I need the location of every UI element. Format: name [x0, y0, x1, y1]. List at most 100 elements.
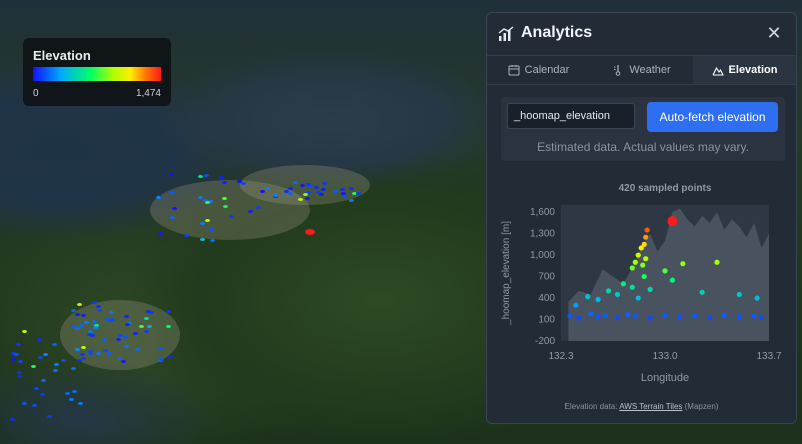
data-point — [754, 295, 760, 301]
map-point — [94, 324, 100, 328]
map-point — [318, 193, 324, 197]
data-point — [692, 313, 698, 319]
map-point — [228, 214, 234, 218]
map-point — [209, 239, 215, 243]
map-point — [166, 325, 172, 329]
map-point — [102, 338, 108, 342]
map-point — [170, 216, 176, 220]
map-point — [122, 335, 128, 339]
data-point — [567, 313, 573, 319]
map-point — [46, 414, 52, 418]
data-point — [641, 273, 647, 280]
map-point — [172, 206, 177, 210]
map-point — [120, 359, 126, 363]
map-point — [93, 326, 99, 330]
map-peak-point — [305, 229, 315, 235]
map-point — [60, 358, 66, 362]
map-point — [168, 172, 174, 176]
map-point — [10, 418, 16, 422]
map-point — [260, 189, 265, 193]
peak-point — [667, 216, 678, 227]
auto-fetch-elevation-button[interactable]: Auto-fetch elevation — [647, 102, 778, 132]
map-point — [135, 347, 141, 351]
map-point — [342, 194, 348, 198]
map-point — [356, 192, 362, 196]
aws-terrain-link[interactable]: AWS Terrain Tiles — [619, 402, 683, 411]
map-point — [284, 190, 290, 194]
y-tick-label: 1,600 — [530, 207, 555, 218]
map-point — [64, 392, 70, 396]
map-point — [107, 351, 113, 355]
legend-title: Elevation — [33, 48, 91, 63]
map-point — [170, 191, 176, 195]
data-point — [605, 288, 612, 294]
map-point — [303, 193, 309, 197]
legend-max-label: 1,474 — [135, 88, 161, 99]
data-point — [736, 314, 742, 320]
map-point — [315, 191, 321, 195]
map-point — [222, 180, 228, 184]
map-point — [53, 368, 59, 372]
map-point — [115, 338, 121, 342]
map-point — [87, 330, 93, 334]
terrain-profile-area — [568, 208, 769, 341]
data-point — [736, 291, 742, 298]
map-point — [51, 342, 57, 346]
map-point — [69, 397, 75, 401]
data-point — [632, 313, 638, 319]
map-point — [17, 370, 23, 374]
map-point — [155, 195, 161, 199]
map-point — [70, 367, 76, 371]
map-point — [74, 326, 80, 330]
map-point — [88, 352, 94, 356]
x-axis-label: Longitude — [641, 372, 689, 384]
map-point — [21, 330, 27, 334]
data-point — [635, 295, 641, 301]
data-point — [640, 262, 646, 268]
map-point — [287, 187, 293, 191]
map-point — [80, 345, 86, 349]
map-point — [117, 333, 123, 337]
tab-calendar-label: Calendar — [524, 64, 570, 76]
map-point — [91, 319, 97, 323]
map-point — [36, 338, 42, 342]
map-point — [305, 191, 311, 195]
map-point — [15, 342, 21, 346]
panel-title: Analytics — [521, 24, 593, 41]
tab-weather[interactable]: Weather — [590, 56, 693, 84]
map-point — [13, 353, 19, 357]
map-point — [132, 332, 138, 336]
map-point — [10, 352, 16, 356]
map-point — [75, 347, 80, 351]
data-point — [647, 286, 653, 293]
y-tick-label: 400 — [538, 293, 555, 304]
tab-elevation[interactable]: Elevation — [693, 56, 796, 84]
map-point — [124, 345, 130, 349]
map-point — [80, 357, 86, 361]
map-point — [80, 314, 86, 318]
data-point — [751, 313, 757, 319]
map-point — [37, 355, 43, 359]
map-point — [198, 196, 204, 200]
data-point — [669, 277, 676, 283]
close-button[interactable]: ✕ — [766, 23, 782, 43]
data-point — [629, 265, 635, 271]
map-point — [78, 323, 84, 327]
map-point — [144, 317, 150, 321]
map-point — [42, 352, 48, 356]
map-point — [70, 309, 76, 313]
map-point — [200, 237, 206, 241]
elevation-controls: _hoomap_elevation Auto-fetch elevation E… — [501, 97, 785, 161]
tab-calendar[interactable]: Calendar — [487, 56, 590, 84]
data-point — [721, 312, 728, 318]
map-point — [166, 310, 172, 314]
y-tick-label: 1,300 — [530, 229, 555, 240]
map-point — [199, 221, 205, 225]
map-point — [167, 354, 173, 358]
map-point — [265, 187, 271, 191]
map-point — [158, 231, 164, 235]
elevation-field-input[interactable]: _hoomap_elevation — [507, 103, 635, 129]
map-point — [287, 191, 293, 195]
map-point — [92, 301, 98, 305]
x-tick-label: 133.7 — [756, 351, 781, 362]
